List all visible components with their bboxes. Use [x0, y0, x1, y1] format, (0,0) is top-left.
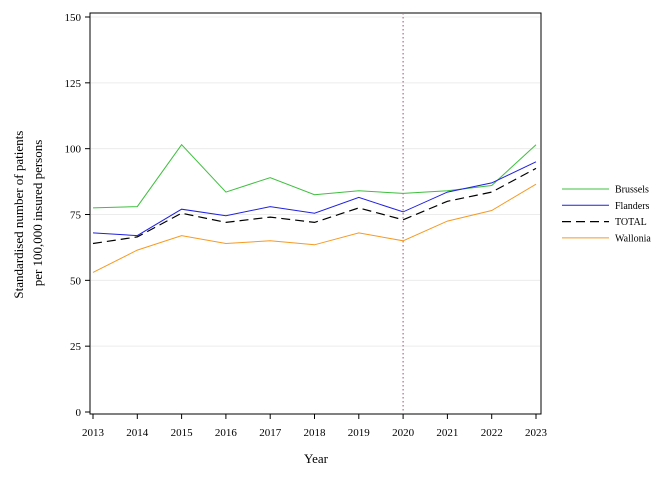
series-line-brussels [92, 143, 537, 209]
y-axis-title-line-2: per 100,000 insured persons [30, 140, 45, 287]
series-line-flanders [92, 161, 537, 237]
legend: Brussels Flanders TOTAL Wallonia [562, 185, 651, 244]
y-axis-title: Standardised number of patients per 100,… [11, 127, 45, 298]
x-tick-label: 2015 [171, 427, 194, 439]
x-axis: 2013 2014 2015 2016 2017 2018 2019 2020 2021 2022… [82, 414, 548, 439]
y-tick-label: 25 [70, 341, 82, 353]
series-line-wallonia [92, 183, 537, 273]
legend-label: TOTAL [615, 217, 647, 228]
x-tick-label: 2021 [436, 427, 458, 439]
legend-label: Flanders [615, 201, 650, 212]
legend-label: Brussels [615, 185, 649, 196]
x-axis-title: Year [304, 451, 329, 466]
y-axis-title-line-1: Standardised number of patients [11, 131, 26, 299]
x-tick-label: 2020 [392, 427, 415, 439]
y-tick-label: 150 [65, 12, 82, 24]
gridlines [91, 16, 540, 347]
x-tick-label: 2016 [215, 427, 238, 439]
x-tick-label: 2013 [82, 427, 105, 439]
series-line-total [92, 167, 537, 245]
y-tick-label: 0 [76, 407, 82, 419]
legend-label: Wallonia [615, 233, 651, 244]
plot-frame [89, 12, 542, 415]
series-layer [92, 143, 537, 273]
x-tick-label: 2017 [259, 427, 282, 439]
x-tick-label: 2019 [348, 427, 371, 439]
x-tick-label: 2014 [126, 427, 149, 439]
x-tick-label: 2023 [525, 427, 548, 439]
y-tick-label: 100 [65, 144, 82, 156]
x-tick-label: 2022 [481, 427, 503, 439]
y-tick-label: 50 [70, 275, 82, 287]
y-tick-label: 125 [65, 78, 82, 90]
x-tick-label: 2018 [304, 427, 327, 439]
y-axis: 0 25 50 75 100 125 150 [65, 12, 90, 419]
y-tick-label: 75 [70, 210, 82, 222]
